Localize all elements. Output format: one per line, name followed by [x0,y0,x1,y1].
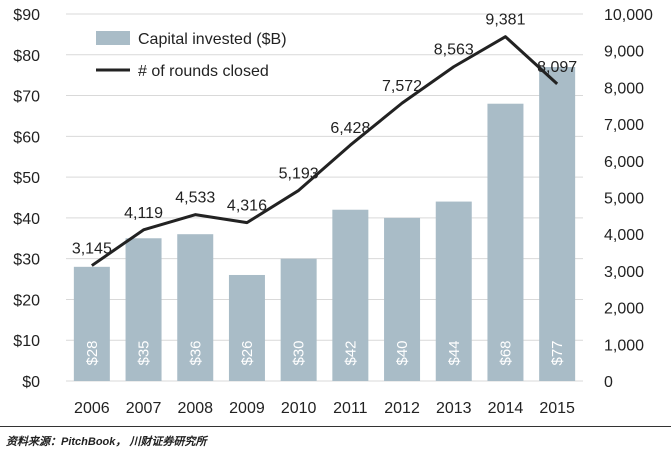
y-tick-label-right: 1,000 [604,337,644,354]
bar [228,274,265,381]
y-axis-left: $0 $10 $20 $30 $40 $50 $60 $70 $80 $90 [13,7,40,391]
line-path [90,35,559,267]
y-tick-label-left: $20 [13,292,40,309]
bar [73,266,110,381]
bar-value-label: $30 [291,340,308,365]
bar [539,67,576,381]
y-tick-label-right: 9,000 [604,44,644,61]
bar-value-label: $42 [342,340,359,365]
y-tick-label-left: $0 [22,374,40,391]
y-tick-label-right: 2,000 [604,301,644,318]
x-tick-label: 2014 [488,400,524,417]
line-value-label: 8,097 [537,59,577,76]
y-axis-right: 0 1,000 2,000 3,000 4,000 5,000 6,000 7,000 8,00… [604,7,653,391]
y-tick-label-right: 0 [604,374,613,391]
bar [487,103,524,381]
bar-value-label: $35 [136,340,153,365]
x-tick-label: 2009 [229,400,265,417]
bar-labels: $28 $35 $36 $26 $30 $42 $40 $44 $68 $77 [84,340,566,365]
y-tick-label-left: $80 [13,48,40,65]
y-tick-label-right: 6,000 [604,154,644,171]
y-tick-label-left: $60 [13,129,40,146]
legend-swatch-bar [96,31,130,45]
line-value-label: 3,145 [72,241,112,258]
line-labels: 3,145 4,119 4,533 4,316 5,193 6,428 7,572 8,563… [72,12,577,258]
y-tick-label-right: 10,000 [604,7,653,24]
bar [125,238,162,381]
x-tick-label: 2012 [384,400,420,417]
y-tick-label-left: $50 [13,170,40,187]
combo-chart: $0 $10 $20 $30 $40 $50 $60 $70 $80 $90 0 1,000 2,00… [13,7,653,417]
bar-value-label: $26 [239,340,256,365]
y-tick-label-right: 3,000 [604,264,644,281]
y-tick-label-right: 8,000 [604,80,644,97]
bar [332,209,369,381]
bar [435,201,472,381]
bar-value-label: $36 [187,340,204,365]
x-tick-label: 2015 [539,400,575,417]
bar [384,217,421,381]
y-tick-label-left: $10 [13,333,40,350]
legend: Capital invested ($B) # of rounds closed [96,31,287,80]
line-value-label: 4,119 [124,205,163,222]
bar [280,258,317,381]
line-value-label: 6,428 [330,120,370,137]
x-tick-label: 2007 [126,400,162,417]
line-value-label: 4,533 [175,190,215,207]
line-value-label: 8,563 [434,42,474,59]
line-series [90,35,559,267]
bar-value-label: $77 [549,340,566,365]
legend-label-bar: Capital invested ($B) [138,31,287,48]
y-tick-label-right: 4,000 [604,227,644,244]
x-tick-label: 2011 [333,400,368,417]
footer-divider [0,426,671,427]
bar [177,234,214,381]
bar-value-label: $40 [394,340,411,365]
line-value-label: 4,316 [227,198,267,215]
bar-value-label: $68 [497,340,514,365]
legend-label-line: # of rounds closed [138,63,269,80]
line-value-label: 9,381 [485,12,525,29]
y-tick-label-right: 7,000 [604,117,644,134]
line-value-label: 7,572 [382,78,422,95]
line-value-label: 5,193 [279,165,319,182]
source-note: 资料来源：PitchBook， 川财证券研究所 [6,436,207,448]
x-tick-label: 2008 [177,400,213,417]
y-tick-label-left: $40 [13,211,40,228]
y-tick-label-right: 5,000 [604,191,644,208]
bar-value-label: $44 [446,340,463,365]
x-tick-label: 2010 [281,400,317,417]
bar-series [73,67,576,381]
x-tick-label: 2013 [436,400,472,417]
y-tick-label-left: $70 [13,89,40,106]
y-tick-label-left: $90 [13,7,40,24]
bar-value-label: $28 [84,340,101,365]
x-axis: 2006 2007 2008 2009 2010 2011 2012 2013 2014 2015 [74,400,575,417]
x-tick-label: 2006 [74,400,110,417]
y-tick-label-left: $30 [13,252,40,269]
